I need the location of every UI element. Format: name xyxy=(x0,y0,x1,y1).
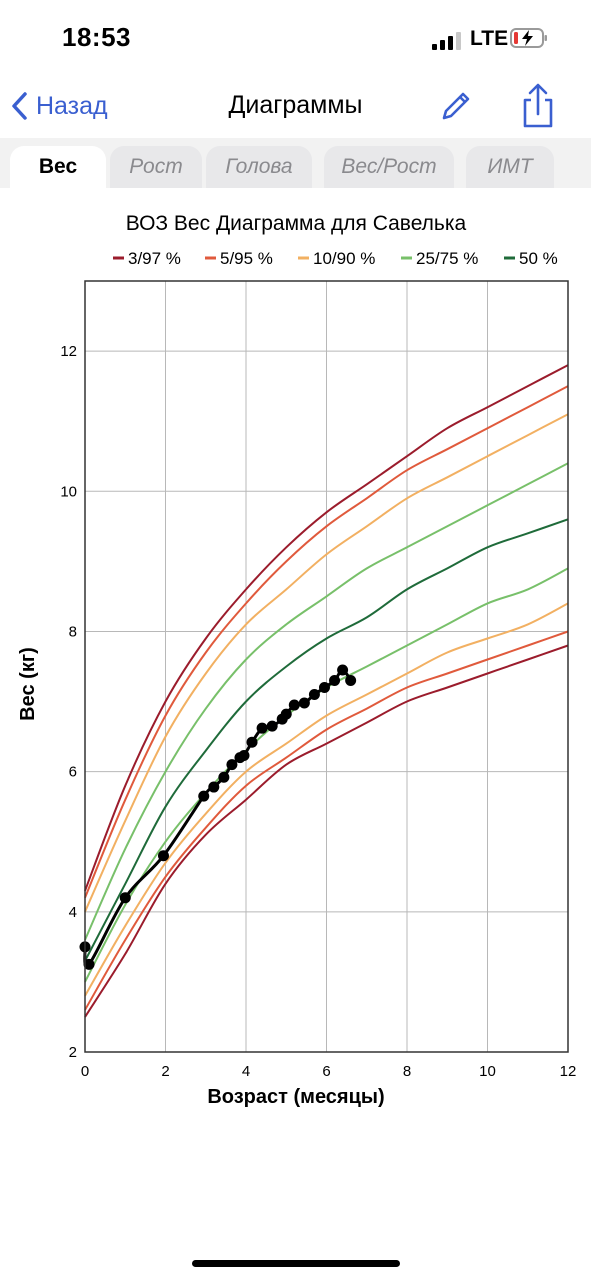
share-icon xyxy=(523,83,553,128)
child-weight-point[interactable] xyxy=(318,682,330,694)
chart-title: ВОЗ Вес Диаграмма для Савелька xyxy=(126,212,467,235)
battery-icon xyxy=(510,28,547,48)
percentile-line xyxy=(84,518,569,962)
child-weight-point[interactable] xyxy=(119,892,131,904)
y-tick-label: 6 xyxy=(69,764,77,781)
signal-icon xyxy=(432,30,462,50)
tab-head[interactable]: Голова xyxy=(206,146,312,188)
child-weight-point[interactable] xyxy=(157,850,169,862)
share-button[interactable] xyxy=(516,82,560,130)
legend-label: 25/75 % xyxy=(416,249,478,268)
pencil-icon xyxy=(442,92,470,120)
x-axis-label: Возраст (месяцы) xyxy=(207,1086,384,1108)
chart-tabs: Вес Рост Голова Вес/Рост ИМТ xyxy=(0,138,591,188)
child-weight-point[interactable] xyxy=(280,708,292,720)
y-tick-label: 8 xyxy=(69,623,77,640)
y-tick-label: 12 xyxy=(60,343,77,360)
edit-button[interactable] xyxy=(436,86,476,126)
tab-weight-height[interactable]: Вес/Рост xyxy=(324,146,454,188)
home-indicator xyxy=(192,1260,400,1267)
child-weight-point[interactable] xyxy=(288,699,300,711)
child-weight-line xyxy=(83,668,352,968)
legend-label: 50 % xyxy=(519,249,558,268)
percentile-line xyxy=(84,462,569,941)
status-time: 18:53 xyxy=(62,22,131,52)
percentile-line xyxy=(84,364,569,892)
chevron-left-icon xyxy=(12,92,27,120)
status-bar: 18:53 LTE xyxy=(0,0,591,80)
network-type: LTE xyxy=(470,27,509,50)
child-weight-point[interactable] xyxy=(345,675,357,687)
x-tick-label: 6 xyxy=(322,1063,330,1080)
y-axis-label: Вес (кг) xyxy=(17,647,39,721)
chart-series xyxy=(84,364,569,1018)
child-weight-point[interactable] xyxy=(329,675,341,687)
x-tick-label: 4 xyxy=(242,1063,250,1080)
y-tick-label: 10 xyxy=(60,483,77,500)
child-series xyxy=(79,664,357,970)
chart-area: ВОЗ Вес Диаграмма для Савелька 3/97 % 5/9… xyxy=(0,188,591,1128)
percentile-line xyxy=(84,413,569,913)
child-weight-point[interactable] xyxy=(238,750,250,762)
y-tick-label: 4 xyxy=(69,904,77,921)
x-tick-label: 8 xyxy=(403,1063,411,1080)
back-label: Назад xyxy=(36,91,108,120)
percentile-line xyxy=(84,602,569,997)
child-weight-point[interactable] xyxy=(298,697,310,709)
legend-label: 5/95 % xyxy=(220,249,273,268)
x-tick-label: 12 xyxy=(560,1063,577,1080)
x-tick-label: 10 xyxy=(479,1063,496,1080)
chart-grid xyxy=(84,281,569,1053)
chart-legend: 3/97 % 5/95 % 10/90 % 25/75 % 50 % xyxy=(113,249,558,268)
chart-frame xyxy=(84,280,569,1053)
child-weight-point[interactable] xyxy=(198,790,210,802)
child-weight-point[interactable] xyxy=(218,771,230,783)
percentile-line xyxy=(84,630,569,1011)
percentile-line xyxy=(84,644,569,1018)
y-tick-label: 2 xyxy=(69,1044,77,1061)
x-tick-label: 0 xyxy=(81,1063,89,1080)
legend-label: 3/97 % xyxy=(128,249,181,268)
tab-bmi[interactable]: ИМТ xyxy=(466,146,554,188)
child-weight-point[interactable] xyxy=(83,958,95,970)
percentile-line xyxy=(84,385,569,899)
child-weight-point[interactable] xyxy=(266,720,278,732)
legend-label: 10/90 % xyxy=(313,249,375,268)
growth-chart: ВОЗ Вес Диаграмма для Савелька 3/97 % 5/9… xyxy=(17,212,576,1108)
child-weight-point[interactable] xyxy=(308,689,320,701)
child-weight-point[interactable] xyxy=(337,664,349,676)
tab-weight[interactable]: Вес xyxy=(10,146,106,188)
child-weight-point[interactable] xyxy=(246,736,258,748)
child-weight-point[interactable] xyxy=(208,781,220,793)
tab-height[interactable]: Рост xyxy=(110,146,202,188)
child-weight-point[interactable] xyxy=(256,722,268,734)
back-button[interactable]: Назад xyxy=(10,86,108,126)
x-tick-label: 2 xyxy=(161,1063,169,1080)
child-weight-point[interactable] xyxy=(226,759,238,771)
navigation-bar: Назад Диаграммы xyxy=(0,80,591,136)
